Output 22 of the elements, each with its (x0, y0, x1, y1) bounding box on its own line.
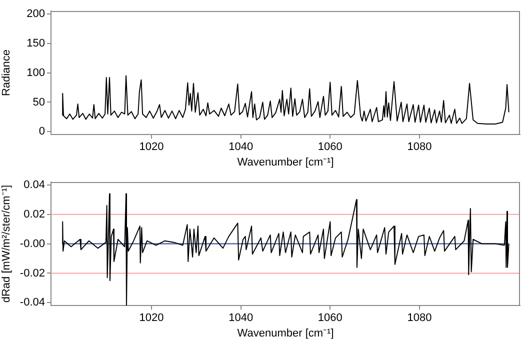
y-tick-label: 0.04 (24, 178, 45, 191)
x-tick-label: 1020 (139, 141, 164, 154)
x-tick-label: 1060 (318, 312, 342, 324)
x-tick-label: 1060 (318, 141, 342, 154)
y-tick-label: 50 (32, 96, 45, 108)
y-axis-title: Radiance (0, 50, 13, 96)
y-tick-label: -0.00 (20, 238, 45, 250)
x-tick-label: 1040 (228, 141, 254, 154)
y-tick-label: 200 (26, 8, 45, 20)
x-axis-title: Wavenumber [cm⁻¹] (237, 156, 334, 168)
y-tick-label: 100 (26, 66, 45, 79)
y-tick-label: 0 (38, 126, 45, 138)
y-tick-label: 150 (26, 37, 45, 50)
y-tick-label: -0.02 (20, 267, 45, 280)
x-tick-label: 1080 (407, 312, 432, 324)
x-axis-title: Wavenumber [cm⁻¹] (237, 327, 334, 340)
y-axis-title: dRad [mW/m²/ster/cm⁻¹] (0, 184, 13, 303)
x-tick-label: 1040 (228, 312, 254, 324)
y-tick-label: 0.02 (24, 208, 45, 220)
x-tick-label: 1080 (407, 141, 432, 154)
y-tick-label: -0.04 (20, 296, 45, 309)
x-tick-label: 1020 (139, 312, 164, 324)
